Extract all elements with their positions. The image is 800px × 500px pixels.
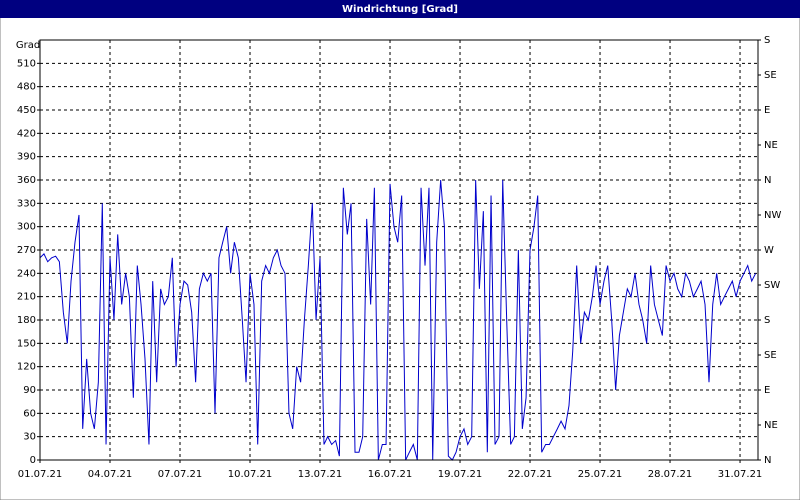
y2-tick-label: NE <box>764 140 778 151</box>
x-tick-label: 16.07.21 <box>368 469 413 480</box>
y-tick-label: 330 <box>17 198 36 209</box>
y-tick-label: 30 <box>23 432 36 443</box>
y2-tick-label: NW <box>764 210 781 221</box>
y-tick-label: 300 <box>17 222 36 233</box>
y2-tick-label: SE <box>764 70 777 81</box>
x-tick-label: 31.07.21 <box>718 469 763 480</box>
y2-tick-label: E <box>764 385 770 396</box>
chart-title: Windrichtung [Grad] <box>342 4 458 15</box>
y2-tick-label: S <box>764 35 770 46</box>
y-tick-label: 420 <box>17 128 36 139</box>
y-tick-label: 60 <box>23 408 36 419</box>
y2-tick-label: SW <box>764 280 780 291</box>
y2-tick-label: NE <box>764 420 778 431</box>
x-tick-label: 07.07.21 <box>158 469 203 480</box>
y-tick-label: 240 <box>17 268 36 279</box>
y2-tick-label: E <box>764 105 770 116</box>
y2-tick-label: W <box>764 245 774 256</box>
x-tick-label: 22.07.21 <box>508 469 553 480</box>
x-tick-label: 28.07.21 <box>648 469 693 480</box>
y-tick-label: 510 <box>17 58 36 69</box>
y-tick-label: 180 <box>17 315 36 326</box>
y-tick-label: 210 <box>17 292 36 303</box>
x-tick-label: 25.07.21 <box>578 469 623 480</box>
plot <box>39 179 757 461</box>
y-tick-label: 450 <box>17 105 36 116</box>
x-tick-label: 19.07.21 <box>438 469 483 480</box>
y2-tick-label: N <box>764 175 771 186</box>
y-tick-label: 390 <box>17 152 36 163</box>
y-tick-label: 120 <box>17 362 36 373</box>
data-line <box>39 179 757 461</box>
y-tick-label: 150 <box>17 338 36 349</box>
y-tick-label: 270 <box>17 245 36 256</box>
y2-tick-label: N <box>764 455 771 466</box>
y2-tick-label: SE <box>764 350 777 361</box>
y2-tick-label: S <box>764 315 770 326</box>
x-tick-label: 04.07.21 <box>88 469 133 480</box>
x-tick-label: 01.07.21 <box>18 469 63 480</box>
title-bar <box>0 0 800 18</box>
x-tick-label: 10.07.21 <box>228 469 273 480</box>
y-tick-label: 480 <box>17 82 36 93</box>
x-tick-label: 13.07.21 <box>298 469 343 480</box>
y-tick-label: 0 <box>30 455 36 466</box>
y-tick-label: 90 <box>23 385 36 396</box>
y-axis-label: Grad <box>16 40 40 51</box>
y-tick-label: 360 <box>17 175 36 186</box>
